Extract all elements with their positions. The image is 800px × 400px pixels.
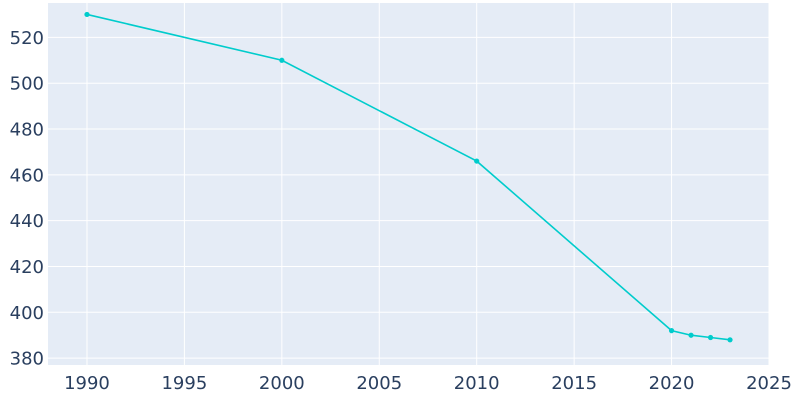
y-tick-label: 420 <box>10 257 44 278</box>
plot-background <box>48 3 769 365</box>
data-point <box>707 334 714 341</box>
data-point <box>688 332 694 338</box>
x-tick-label: 1995 <box>161 373 207 394</box>
x-tick-label: 1990 <box>64 373 110 394</box>
data-point <box>84 11 90 18</box>
x-axis-ticks: 1990 1995 2000 2005 2010 2015 2020 2025 <box>64 373 792 394</box>
y-tick-label: 380 <box>10 349 44 370</box>
y-tick-label: 460 <box>10 165 44 186</box>
data-point <box>474 158 480 164</box>
y-tick-label: 480 <box>10 120 44 141</box>
y-tick-label: 400 <box>10 303 44 324</box>
x-tick-label: 2010 <box>454 373 500 394</box>
x-tick-label: 2005 <box>356 373 402 394</box>
grid <box>48 3 770 365</box>
y-tick-label: 440 <box>10 211 44 232</box>
y-tick-label: 500 <box>10 74 44 95</box>
data-point <box>727 337 733 343</box>
x-tick-label: 2025 <box>746 373 792 394</box>
data-point <box>668 328 675 334</box>
x-tick-label: 2020 <box>649 373 695 394</box>
y-tick-label: 520 <box>10 28 44 49</box>
y-axis-ticks: 380 400 420 440 460 480 500 520 <box>10 28 44 370</box>
series-group <box>84 11 733 343</box>
x-tick-label: 2000 <box>259 373 305 394</box>
data-point <box>279 57 285 63</box>
x-tick-label: 2015 <box>551 373 597 394</box>
